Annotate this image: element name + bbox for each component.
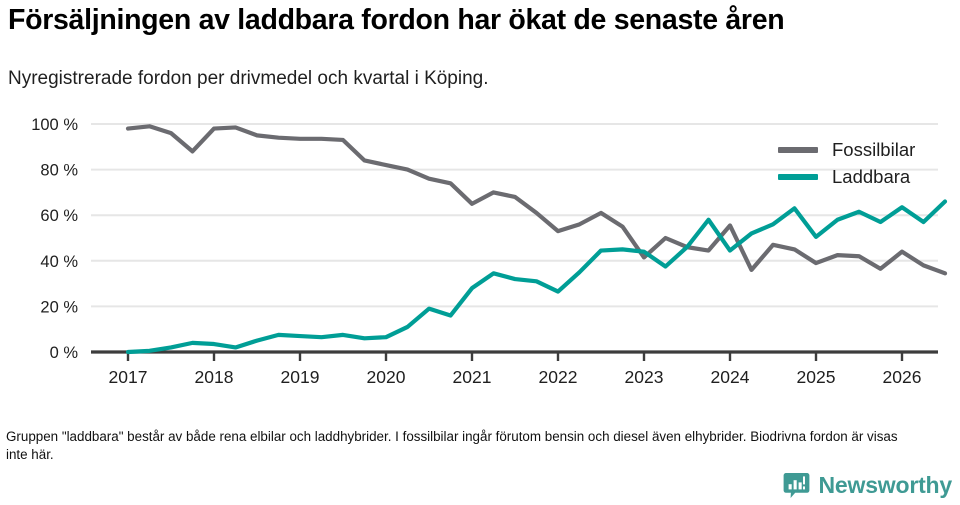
svg-text:2017: 2017 xyxy=(109,367,148,387)
svg-text:2026: 2026 xyxy=(883,367,922,387)
newsworthy-logo[interactable]: Newsworthy xyxy=(783,472,952,499)
x-axis-ticks xyxy=(126,352,904,361)
newsworthy-wordmark: Newsworthy xyxy=(818,472,953,498)
svg-text:80 %: 80 % xyxy=(40,162,78,180)
line-chart-svg: 100 % 80 % 60 % 40 % 20 % 0 % 2017 2018 2019 202… xyxy=(31,116,948,387)
chart-subtitle: Nyregistrerade fordon per drivmedel och … xyxy=(8,68,489,89)
page-title: Försäljningen av laddbara fordon har öka… xyxy=(8,4,785,36)
legend-swatch-fossilbilar xyxy=(778,146,818,153)
svg-text:100 %: 100 % xyxy=(31,116,78,134)
svg-text:2019: 2019 xyxy=(281,367,320,387)
y-axis-tick-labels: 100 % 80 % 60 % 40 % 20 % 0 % xyxy=(31,116,78,362)
x-axis-tick-labels: 2017 2018 2019 2020 2021 2022 2023 2024 2025 2026 xyxy=(109,367,922,387)
legend-swatch-laddbara xyxy=(778,173,818,180)
svg-text:40 %: 40 % xyxy=(40,253,78,271)
svg-text:60 %: 60 % xyxy=(40,207,78,225)
bar-chart-bubble-icon xyxy=(783,472,810,499)
gridlines xyxy=(91,123,938,308)
svg-text:2024: 2024 xyxy=(711,367,750,387)
svg-text:2018: 2018 xyxy=(195,367,234,387)
series-lines xyxy=(125,124,948,355)
legend-item-laddbara[interactable]: Laddbara xyxy=(778,163,958,190)
legend-label-laddbara: Laddbara xyxy=(832,165,911,187)
legend-label-fossilbilar: Fossilbilar xyxy=(832,138,916,160)
legend-item-fossilbilar[interactable]: Fossilbilar xyxy=(778,136,958,163)
chart-plot-area: 100 % 80 % 60 % 40 % 20 % 0 % 2017 2018 2019 202… xyxy=(31,116,948,387)
svg-text:2023: 2023 xyxy=(625,367,664,387)
chart-legend: Fossilbilar Laddbara xyxy=(778,136,958,190)
svg-text:0 %: 0 % xyxy=(50,344,79,362)
svg-text:2022: 2022 xyxy=(539,367,578,387)
svg-text:2020: 2020 xyxy=(367,367,406,387)
chart-footnote: Gruppen "laddbara" består av både rena e… xyxy=(6,429,898,462)
svg-text:2021: 2021 xyxy=(453,367,492,387)
svg-text:2025: 2025 xyxy=(797,367,836,387)
svg-text:20 %: 20 % xyxy=(40,298,78,316)
